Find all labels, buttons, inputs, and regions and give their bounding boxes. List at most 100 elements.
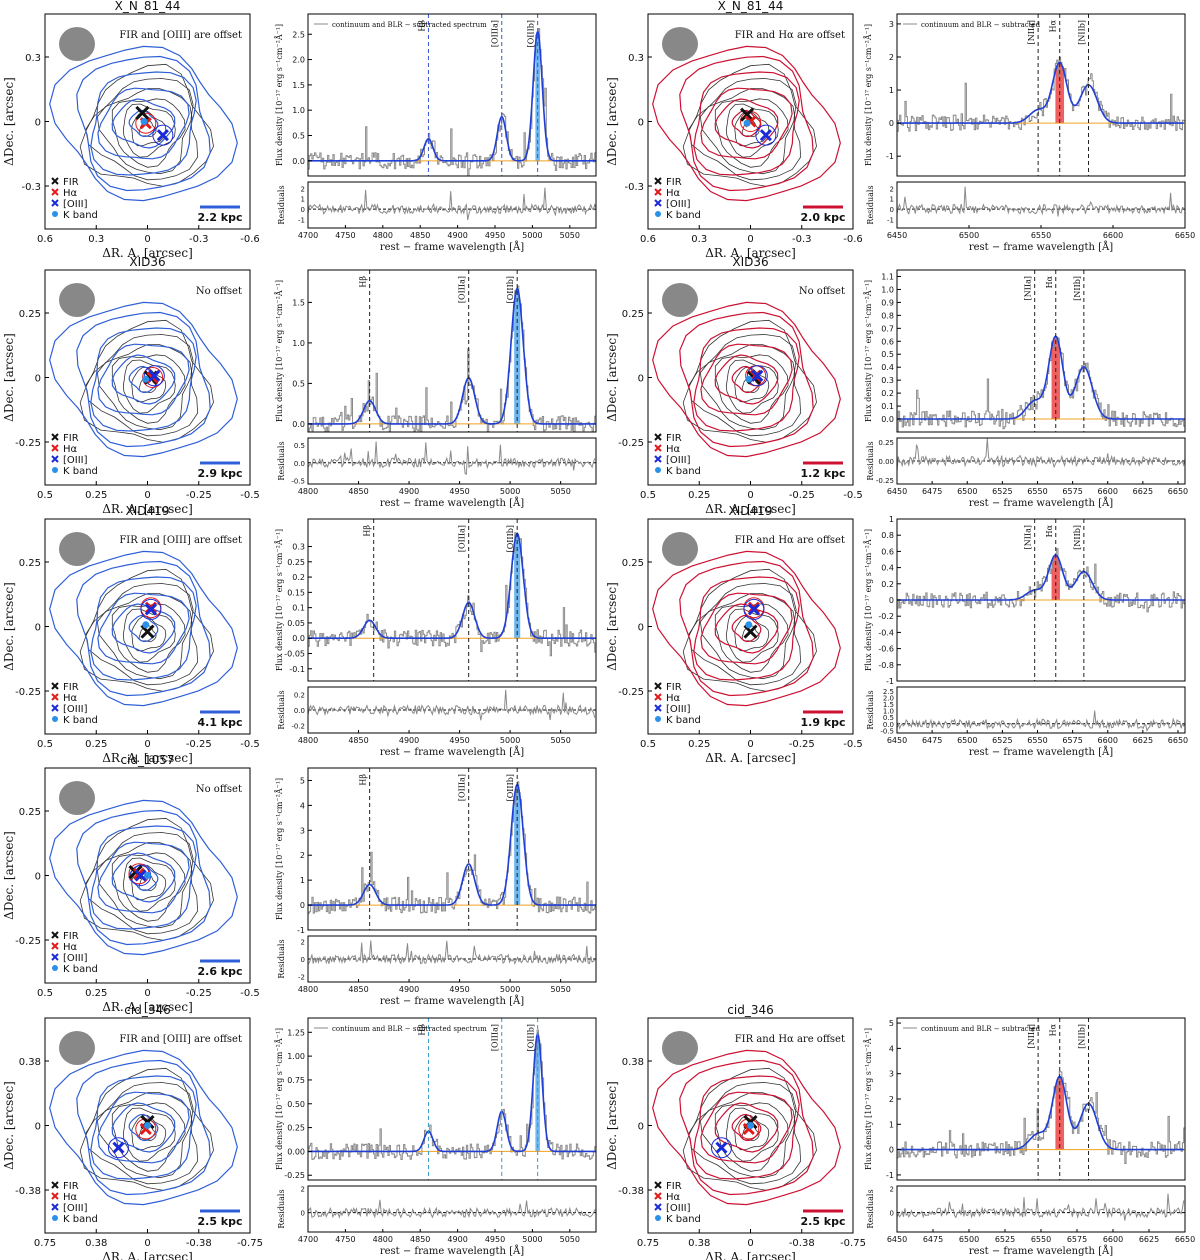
y-tick-label: 0.25 [19, 807, 41, 818]
residual-tick-label: 0.5 [294, 442, 305, 450]
spectrum-contents [308, 532, 596, 657]
legend-fir-marker [654, 1181, 662, 1189]
x-tick-label: -0.3 [189, 234, 209, 245]
oiii-contour [76, 1059, 211, 1196]
x-tick-label: 6450 [887, 1235, 907, 1244]
legend-ha-marker [654, 1192, 662, 1200]
legend-ha-marker [654, 693, 662, 701]
x-tick-label: -0.38 [789, 1238, 815, 1249]
y-tick-label: 0 [300, 901, 305, 910]
fir-contour [131, 1114, 167, 1151]
beam-ellipse [662, 283, 698, 317]
y-tick-label: 0.25 [622, 309, 644, 320]
map-x-axis-label: ΔR. A. [arcsec] [705, 246, 796, 260]
emission-line-label: [OIIIa] [458, 525, 467, 552]
spectrum-x-axis-label: rest − frame wavelength [Å] [380, 1245, 524, 1257]
emission-line-label: [NIIa] [1027, 1024, 1036, 1048]
oiii-contour [128, 365, 159, 394]
x-tick-label: 0.38 [688, 1238, 710, 1249]
y-tick-label: 0.4 [881, 564, 894, 573]
x-tick-label: -0.5 [240, 739, 260, 750]
y-tick-label: 0.25 [287, 1124, 305, 1133]
residual-tick-label: -1 [298, 217, 305, 225]
y-tick-label: 2 [889, 1095, 894, 1104]
y-tick-label: 4 [889, 1044, 894, 1053]
spectrum-legend-label: continuum and BLR − subtracted [921, 1025, 1041, 1033]
offset-label: No offset [196, 784, 242, 795]
spectrum-contents [308, 28, 596, 176]
legend-fir-label: FIR [666, 1181, 682, 1192]
legend-oiii-label: [OIII] [666, 455, 691, 466]
kband-marker [144, 1122, 151, 1129]
fir-contour [725, 1107, 779, 1162]
oiii-contour [76, 55, 211, 192]
residual-contents [308, 940, 596, 965]
fir-contour [734, 1114, 770, 1151]
y-tick-label: 1.25 [287, 1028, 305, 1037]
residual-tick-label: -0.25 [876, 477, 894, 485]
oiii-contour [97, 87, 190, 160]
spectrum-contents [308, 1029, 596, 1160]
x-tick-label: 4900 [447, 1235, 467, 1244]
x-tick-label: 4900 [399, 985, 419, 994]
residual-tick-label: 2 [890, 1185, 894, 1193]
x-tick-label: -0.75 [237, 1238, 263, 1249]
oiii-contour [97, 343, 190, 416]
y-tick-label: 0.4 [881, 363, 894, 372]
x-tick-label: 4800 [298, 736, 318, 745]
oiii-contour [76, 311, 211, 448]
residual-spectrum [308, 1199, 596, 1219]
x-tick-label: 5000 [500, 487, 520, 496]
legend-kband-label: K band [63, 466, 98, 477]
x-tick-label: 4950 [449, 487, 469, 496]
residual-tick-label: 2 [301, 1185, 305, 1193]
y-tick-label: -0.3 [624, 182, 644, 193]
residual-spectrum [308, 187, 596, 221]
spectrum-panel: [NIIa] Hα [NIIb] 0.0 0.1 0.2 0.3 0.4 0.5 0.6 0.7 0.… [864, 269, 1188, 509]
map-x-axis-label: ΔR. A. [arcsec] [102, 1250, 193, 1260]
x-tick-label: 6600 [1103, 1235, 1123, 1244]
legend-fir-marker [51, 682, 59, 690]
oiii-contour [128, 109, 159, 138]
spectrum-x-axis-label: rest − frame wavelength [Å] [380, 241, 524, 253]
y-tick-label: 0.3 [292, 543, 305, 552]
residual-frame [307, 437, 597, 485]
residual-contents [308, 187, 596, 221]
x-tick-label: 6625 [1133, 487, 1153, 496]
legend-fir-label: FIR [666, 682, 682, 693]
y-tick-label: 2 [889, 53, 894, 62]
residual-tick-label: 2 [890, 185, 894, 193]
x-tick-label: 6650 [1168, 487, 1188, 496]
legend-ha-label: Hα [666, 1192, 681, 1203]
oiii-contour [97, 1091, 190, 1164]
legend-oiii-marker [51, 455, 59, 463]
legend-kband-label: K band [63, 210, 98, 221]
fir-contour [714, 1102, 789, 1172]
x-tick-label: 6600 [1103, 231, 1123, 240]
y-tick-label: 0.6 [881, 547, 894, 556]
spectrum-x-axis-label: rest − frame wavelength [Å] [380, 995, 524, 1007]
map-panel: XID419 FIR and Hα are offset FIRHα[OIII]K … [605, 504, 863, 765]
legend-oiii-label: [OIII] [63, 953, 88, 964]
map-x-axis-label: ΔR. A. [arcsec] [705, 502, 796, 516]
y-tick-label: 0.38 [622, 1057, 644, 1068]
ha-contour [652, 45, 841, 202]
legend-ha-marker [51, 693, 59, 701]
residual-frame [896, 686, 1186, 734]
y-tick-label: 0.3 [628, 53, 644, 64]
spectrum-x-axis-label: rest − frame wavelength [Å] [969, 746, 1113, 758]
fir-contour [122, 359, 176, 414]
y-tick-label: 0.15 [287, 588, 305, 597]
legend-kband-marker [52, 467, 58, 473]
spectrum-contents [897, 56, 1185, 132]
y-tick-label: 0 [35, 1122, 41, 1133]
emission-line-label: [NIIb] [1073, 276, 1082, 301]
y-tick-label: -0.25 [15, 687, 41, 698]
beam-ellipse [59, 1031, 95, 1065]
spectrum-contents [308, 285, 596, 432]
map-contents [652, 283, 841, 458]
fir-contour [111, 1102, 186, 1172]
oiii-contour [49, 799, 238, 956]
map-panel: X_N_81_44 FIR and Hα are offset FIRHα[OIII… [605, 0, 863, 260]
